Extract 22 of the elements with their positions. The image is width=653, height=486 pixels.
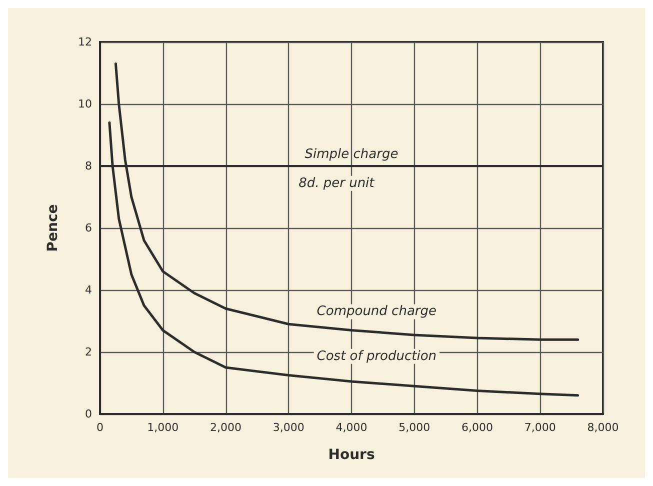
y-tick-label: 2 bbox=[85, 346, 92, 358]
y-tick-label: 4 bbox=[85, 284, 92, 296]
y-tick-label: 8 bbox=[85, 160, 92, 172]
y-tick-label: 0 bbox=[85, 408, 92, 420]
x-tick-label: 6,000 bbox=[462, 421, 493, 434]
y-tick-label: 12 bbox=[78, 36, 92, 48]
y-axis-title: Pence bbox=[45, 204, 61, 252]
x-tick-label: 2,000 bbox=[210, 421, 242, 434]
y-tick-label: 6 bbox=[85, 222, 92, 234]
annotation: 8d. per unit bbox=[298, 176, 376, 191]
y-tick-label: 10 bbox=[78, 98, 92, 110]
x-tick-label: 5,000 bbox=[398, 421, 430, 434]
x-axis-title: Hours bbox=[328, 447, 375, 463]
x-tick-label: 4,000 bbox=[336, 421, 368, 434]
x-tick-label: 1,000 bbox=[147, 421, 179, 434]
annotation: Compound charge bbox=[316, 304, 437, 320]
x-tick-label: 8,000 bbox=[587, 421, 619, 434]
x-tick-label: 7,000 bbox=[524, 421, 556, 434]
x-tick-label: 0 bbox=[96, 421, 104, 434]
ref-line-label: Simple charge bbox=[304, 147, 398, 162]
annotation: Cost of production bbox=[316, 348, 437, 364]
x-tick-label: 3,000 bbox=[272, 421, 304, 434]
